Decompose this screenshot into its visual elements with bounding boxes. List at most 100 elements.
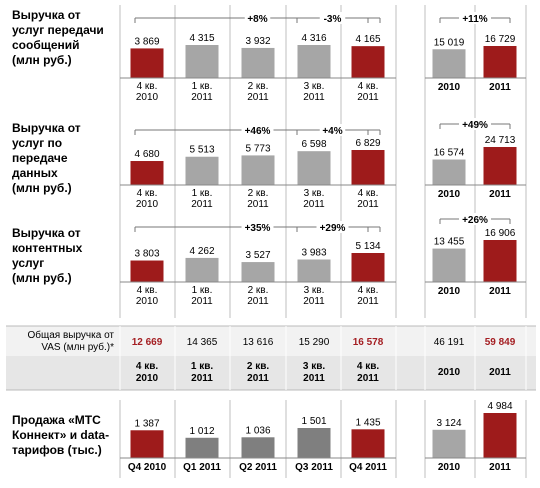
annual-tick-label: 2011 (489, 286, 511, 297)
bar-value-label: 6 829 (355, 138, 380, 149)
tick-label: 4 кв. (137, 81, 158, 92)
annual-tick-label: 2011 (489, 189, 511, 200)
bar-value-label: 3 869 (134, 36, 159, 47)
label-line: (млн руб.) (12, 181, 72, 195)
annual-tick-label: 2011 (489, 462, 511, 473)
annual-bar-value-label: 13 455 (434, 237, 465, 248)
tick-label: 2011 (247, 92, 269, 103)
annual-bar (432, 429, 466, 458)
label-line: Продажа «МТС (12, 413, 101, 427)
tick-label: 2010 (136, 199, 159, 210)
bar-value-label: 1 435 (355, 417, 380, 428)
growth-yoy-label-bg (241, 124, 274, 136)
tick-label: 2 кв. (248, 188, 269, 199)
tick-label: 2011 (191, 296, 213, 307)
tick-label: 4 кв. (358, 285, 379, 296)
bar-value-label: 1 036 (245, 425, 270, 436)
growth-yoy-label: +8% (247, 14, 267, 25)
growth-qoq-label-bg (316, 221, 349, 233)
label-line: Коннект» и data- (12, 428, 110, 442)
bar (351, 150, 385, 185)
label-content: Выручка от контентных услуг (млн руб.) (12, 226, 82, 286)
annual-bar (483, 413, 517, 458)
annual-bar-value-label: 3 124 (436, 418, 461, 429)
label-connect: Продажа «МТС Коннект» и data- тарифов (т… (12, 413, 109, 458)
tick-label: 2011 (357, 199, 379, 210)
bar (297, 428, 331, 458)
bar (297, 45, 331, 78)
bar-value-label: 5 513 (189, 145, 214, 156)
tick-label: 2011 (303, 296, 325, 307)
tick-label: Q1 2011 (183, 462, 221, 473)
bar (241, 47, 275, 78)
label-line: передаче (12, 151, 68, 165)
tick-label: 2011 (303, 92, 325, 103)
tick-label: 4 кв. (358, 81, 379, 92)
bar (351, 429, 385, 458)
bar-value-label: 4 680 (134, 149, 159, 160)
annual-bar-value-label: 15 019 (434, 37, 465, 48)
tick-label: 1 кв. (192, 81, 213, 92)
tick-label: 4 кв. (137, 188, 158, 199)
tick-label: 4 кв. (137, 285, 158, 296)
annual-tick-label: 2010 (438, 189, 461, 200)
table-annual-header: 2010 (438, 367, 461, 378)
growth-qoq-label-bg (319, 12, 346, 24)
table-annual-value: 46 191 (434, 337, 465, 348)
tick-label: 1 кв. (192, 188, 213, 199)
bar (130, 260, 164, 282)
tick-label: 2011 (191, 199, 213, 210)
label-messaging: Выручка от услуг передачи сообщений (млн… (12, 8, 104, 68)
tick-label: Q3 2011 (295, 462, 333, 473)
bar (351, 253, 385, 282)
tick-label: 2011 (247, 199, 269, 210)
label-data: Выручка от услуг по передаче данных (млн… (12, 121, 81, 196)
bar-value-label: 1 012 (189, 426, 214, 437)
growth-yoy-label-bg (241, 221, 274, 233)
annual-bar (483, 147, 517, 185)
tick-label: Q4 2010 (128, 462, 167, 473)
tick-label: 1 кв. (192, 285, 213, 296)
table-value: 14 365 (187, 337, 218, 348)
bar (241, 262, 275, 282)
label-line: услуг передачи (12, 23, 104, 37)
bar-value-label: 1 387 (134, 418, 159, 429)
label-line: (млн руб.) (12, 271, 72, 285)
bar (185, 257, 219, 282)
growth-annual-label: +49% (462, 120, 488, 131)
bar (185, 45, 219, 78)
table-value: 12 669 (132, 337, 163, 348)
bar (130, 161, 164, 185)
bar-value-label: 1 501 (301, 416, 326, 427)
bar (130, 430, 164, 458)
table-column-header: 2 кв. (247, 361, 269, 372)
tick-label: 3 кв. (304, 285, 325, 296)
annual-tick-label: 2010 (438, 82, 461, 93)
tick-label: 2010 (136, 296, 159, 307)
annual-bar-value-label: 4 984 (487, 401, 512, 412)
growth-annual-label-bg (459, 12, 491, 24)
table-column-header: 2011 (191, 373, 213, 384)
annual-bar-value-label: 16 906 (485, 228, 516, 239)
label-line: контентных (12, 241, 83, 255)
table-column-header: 4 кв. (357, 361, 379, 372)
growth-annual-label-bg (459, 118, 491, 130)
bar (241, 437, 275, 458)
table-value: 13 616 (243, 337, 274, 348)
tick-label: 2 кв. (248, 81, 269, 92)
bar-value-label: 4 315 (189, 33, 214, 44)
table-header-band (6, 356, 536, 390)
growth-qoq-label-bg (319, 124, 346, 136)
growth-annual-label: +11% (462, 14, 487, 25)
annual-tick-label: 2011 (489, 82, 511, 93)
bar-value-label: 3 803 (134, 249, 159, 260)
label-line: Выручка от (12, 121, 81, 135)
tick-label: 2011 (303, 199, 325, 210)
tick-label: 2010 (136, 92, 159, 103)
table-value: 15 290 (299, 337, 330, 348)
tick-label: 2011 (357, 296, 379, 307)
bar-value-label: 4 262 (189, 246, 214, 257)
tick-label: 2011 (191, 92, 213, 103)
growth-yoy-label-bg (244, 12, 271, 24)
tick-label: 3 кв. (304, 81, 325, 92)
